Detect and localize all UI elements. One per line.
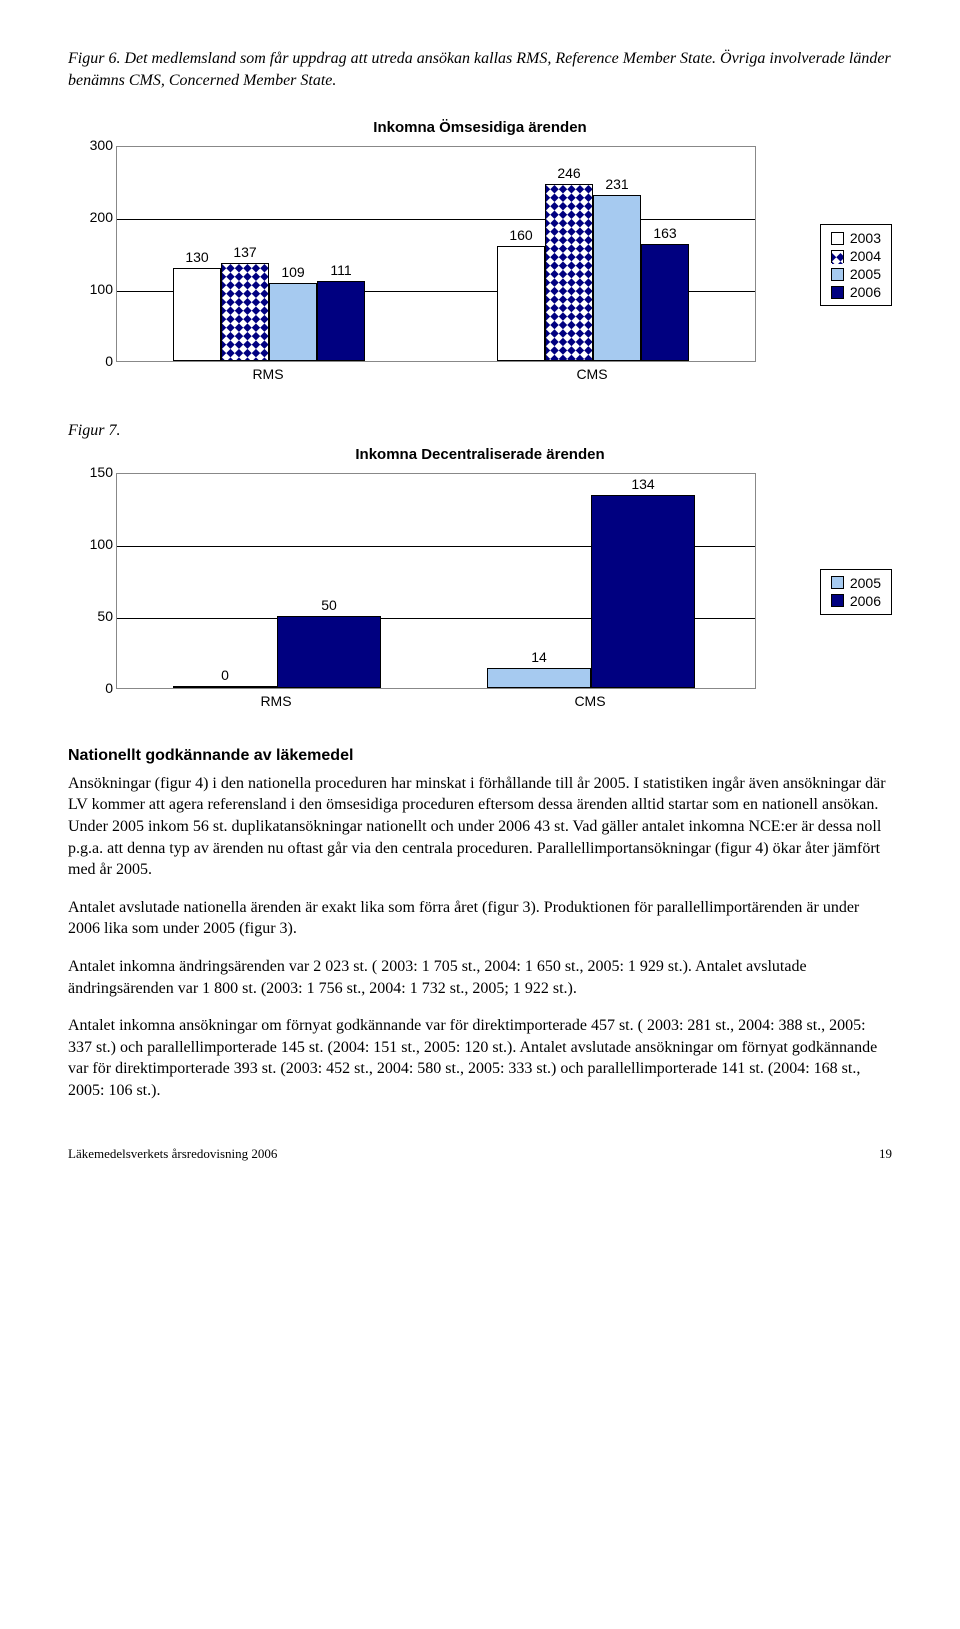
legend-swatch [831,250,844,263]
bar-value-label: 130 [185,249,208,265]
bar-value-label: 160 [509,227,532,243]
section-heading: Nationellt godkännande av läkemedel [68,747,892,765]
legend-label: 2003 [850,230,881,246]
bar-value-label: 0 [221,667,229,683]
legend-swatch [831,594,844,607]
paragraph-3: Antalet inkomna ändringsärenden var 2 02… [68,956,892,999]
bar: 160 [497,246,545,361]
bar-value-label: 134 [631,476,654,492]
legend-item: 2003 [831,229,881,247]
bar: 50 [277,616,381,688]
ytick-label: 200 [73,209,113,225]
paragraph-1: Ansökningar (figur 4) i den nationella p… [68,773,892,881]
footer-left: Läkemedelsverkets årsredovisning 2006 [68,1146,277,1162]
bar-value-label: 111 [330,262,351,278]
bar-value-label: 163 [653,225,676,241]
legend-swatch [831,232,844,245]
bar: 0 [173,686,277,688]
legend-label: 2006 [850,284,881,300]
bar-group: 160246231163 [497,184,689,361]
ytick-label: 50 [73,608,113,624]
bar: 231 [593,195,641,361]
bar-value-label: 14 [531,649,547,665]
xaxis-label: RMS [252,366,283,382]
bar: 134 [591,495,695,688]
bar-group: 050 [173,616,381,688]
chart2-xaxis: RMS CMS [116,689,756,711]
chart2-container: Inkomna Decentraliserade ärenden 0501001… [68,446,892,711]
bar-value-label: 109 [281,264,304,280]
legend-label: 2005 [850,266,881,282]
legend-item: 2005 [831,574,881,592]
page-footer: Läkemedelsverkets årsredovisning 2006 19 [68,1146,892,1162]
chart1-container: Inkomna Ömsesidiga ärenden 0 100 200 300 130… [68,119,892,384]
bar: 137 [221,263,269,362]
xaxis-label: CMS [576,366,607,382]
bar: 130 [173,268,221,362]
ytick-label: 0 [73,353,113,369]
figure7-caption: Figur 7. [68,420,892,442]
chart1-xaxis: RMS CMS [116,362,756,384]
legend-item: 2005 [831,265,881,283]
chart1-legend: 2003 2004 2005 2006 [820,224,892,306]
chart2-title: Inkomna Decentraliserade ärenden [68,446,892,463]
chart1-title: Inkomna Ömsesidiga ärenden [68,119,892,136]
xaxis-label: RMS [260,693,291,709]
legend-label: 2005 [850,575,881,591]
legend-label: 2006 [850,593,881,609]
legend-swatch [831,268,844,281]
paragraph-4: Antalet inkomna ansökningar om förnyat g… [68,1015,892,1101]
chart2-legend: 2005 2006 [820,569,892,615]
bar-group: 14134 [487,495,695,688]
legend-swatch [831,286,844,299]
legend-item: 2006 [831,592,881,610]
xaxis-label: CMS [574,693,605,709]
ytick-label: 100 [73,281,113,297]
bar: 111 [317,281,365,361]
ytick-label: 0 [73,680,113,696]
ytick-label: 100 [73,536,113,552]
footer-right: 19 [879,1146,892,1162]
ytick-label: 150 [73,464,113,480]
legend-label: 2004 [850,248,881,264]
bar: 109 [269,283,317,361]
bar: 14 [487,668,591,688]
bar-value-label: 246 [557,165,580,181]
chart2-plot: 05010015005014134 [116,473,756,689]
legend-item: 2004 [831,247,881,265]
bar-value-label: 50 [321,597,337,613]
ytick-label: 300 [73,137,113,153]
paragraph-2: Antalet avslutade nationella ärenden är … [68,897,892,940]
bar: 163 [641,244,689,361]
legend-swatch [831,576,844,589]
bar-value-label: 231 [605,176,628,192]
figure6-caption: Figur 6. Det medlemsland som får uppdrag… [68,48,892,91]
bar-group: 130137109111 [173,263,365,362]
chart1-plot: 0100200300130137109111160246231163 [116,146,756,362]
legend-item: 2006 [831,283,881,301]
bar: 246 [545,184,593,361]
bar-value-label: 137 [233,244,256,260]
